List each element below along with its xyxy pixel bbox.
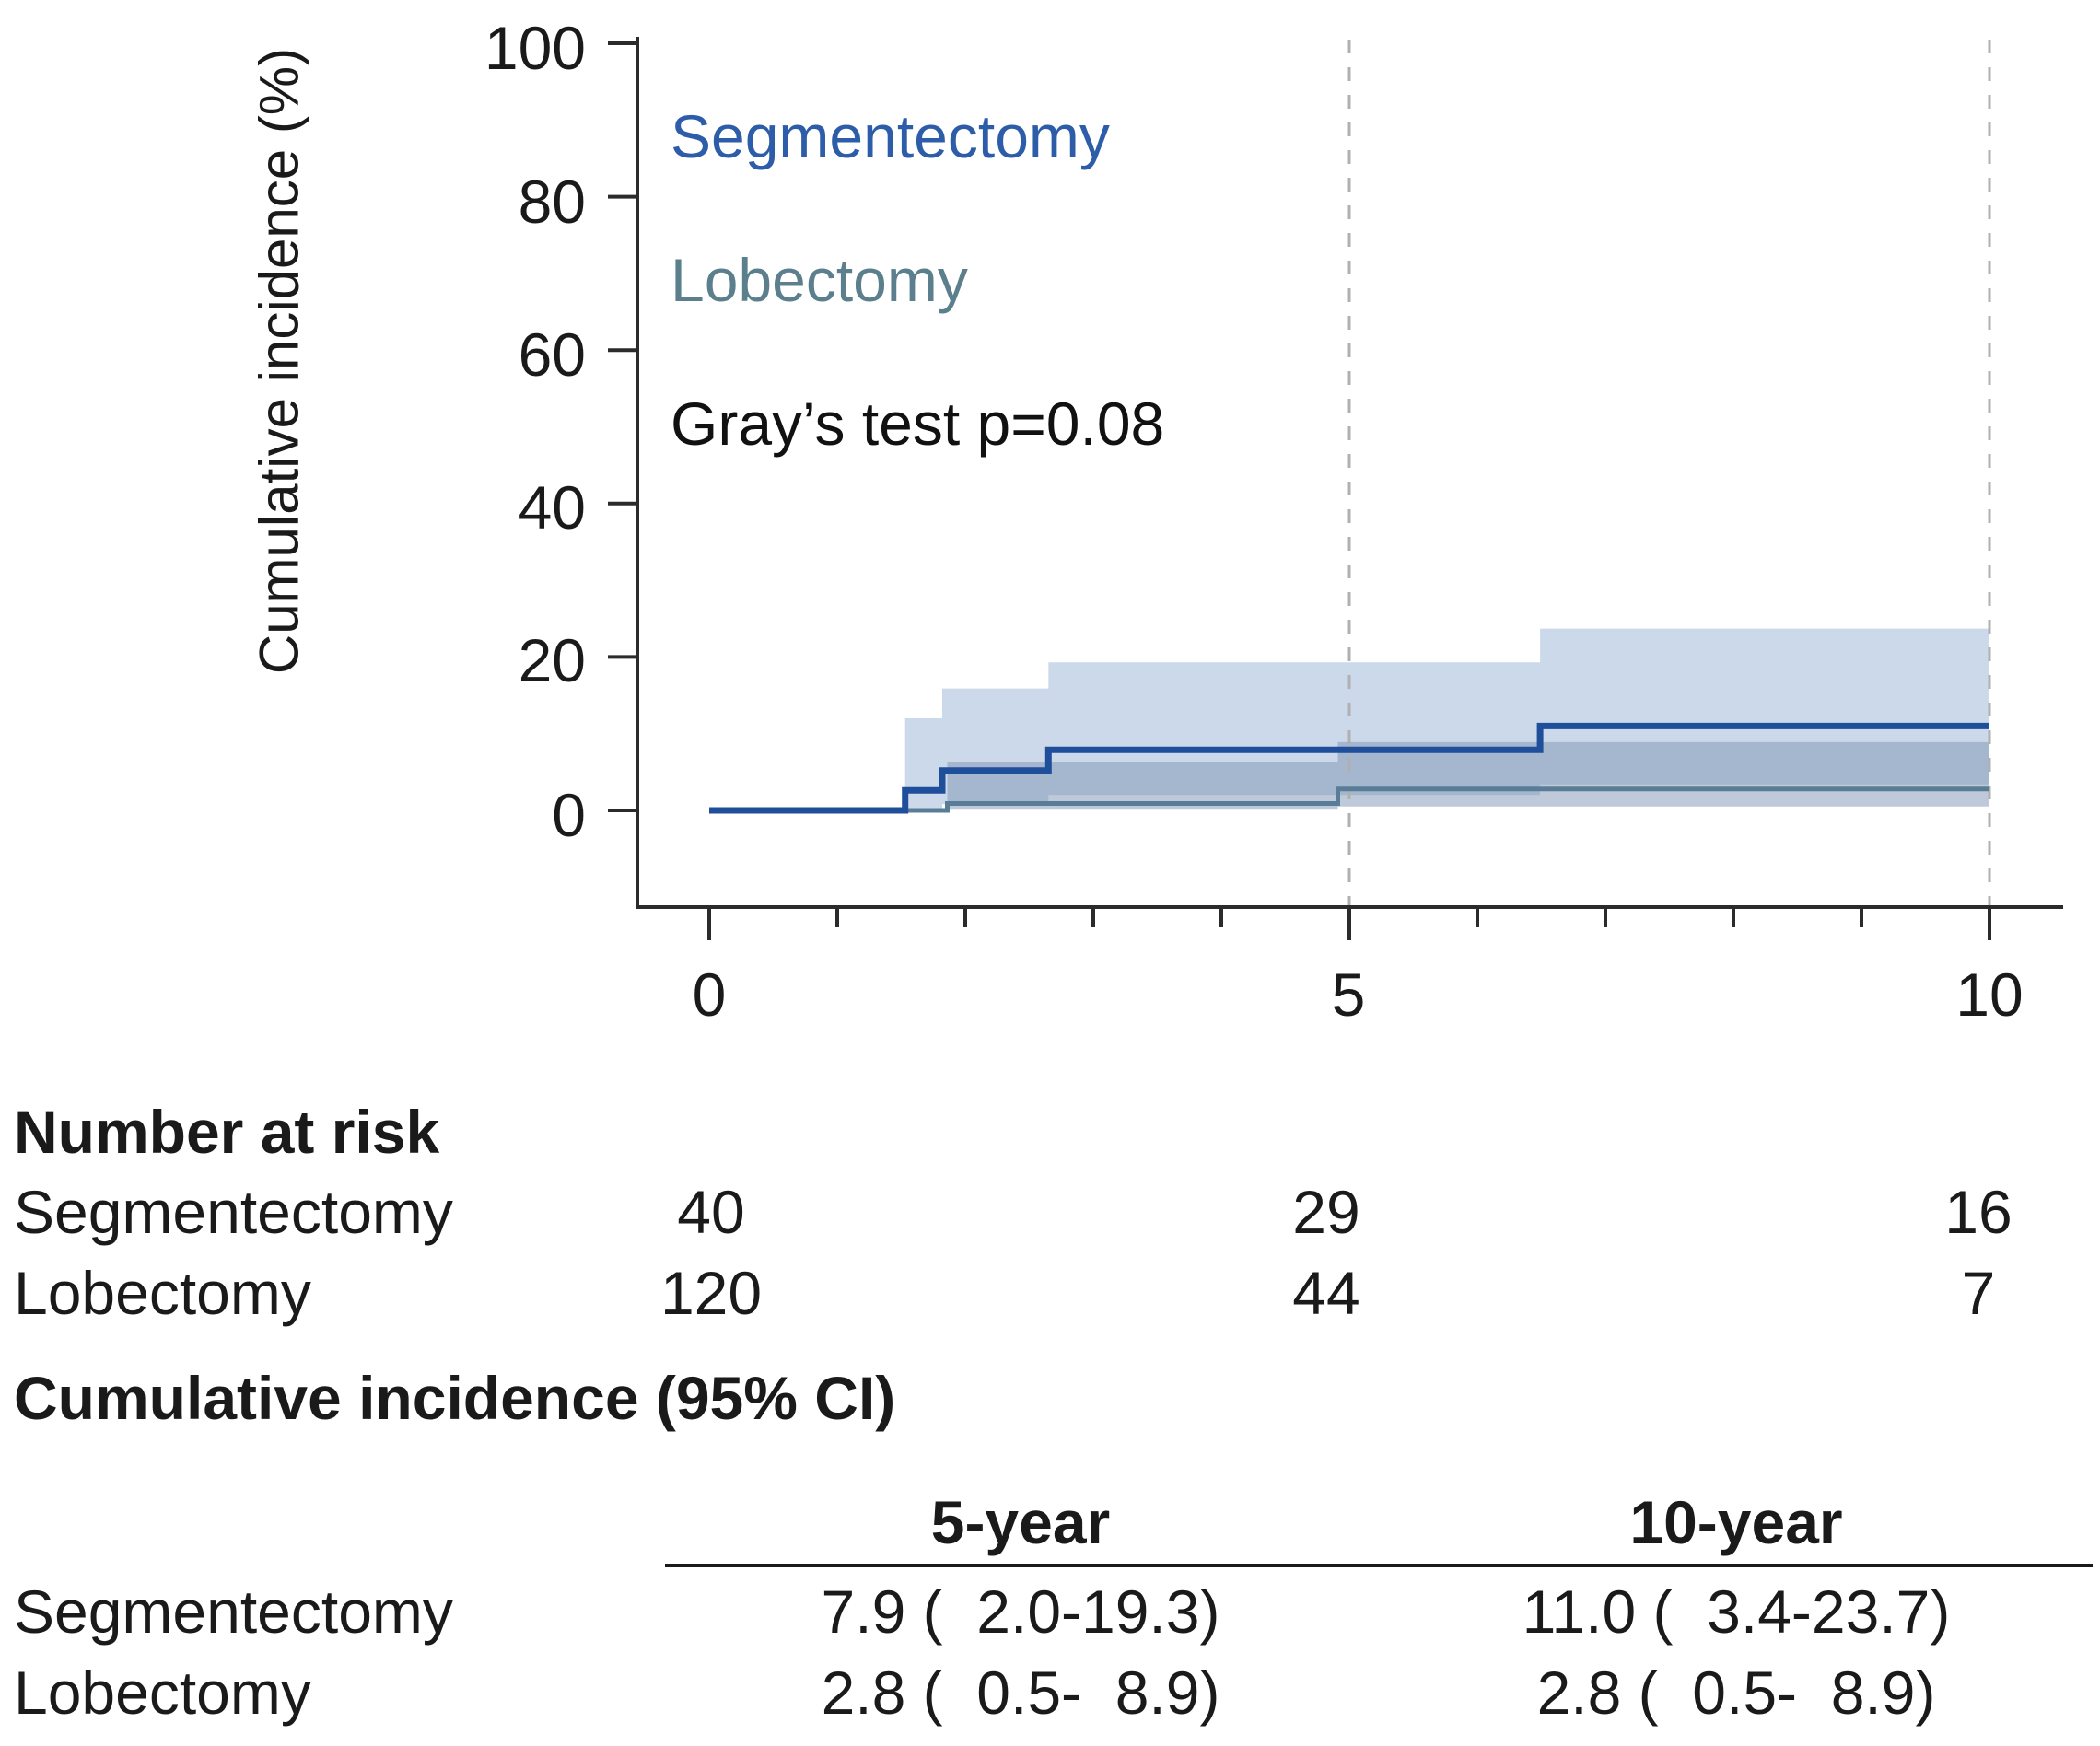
y-tick-label-0: 0 bbox=[552, 781, 586, 849]
risk-seg-t10: 16 bbox=[1944, 1178, 2012, 1246]
x-tick-label-0: 0 bbox=[692, 960, 727, 1029]
risk-seg-t0: 40 bbox=[677, 1178, 745, 1246]
ci-row-lobectomy-label: Lobectomy bbox=[14, 1659, 311, 1727]
table-header-rule bbox=[665, 1564, 2093, 1567]
risk-row-segmentectomy-label: Segmentectomy bbox=[14, 1178, 453, 1246]
risk-row-lobectomy-label: Lobectomy bbox=[14, 1259, 311, 1327]
ci-seg-10year: 11.0 ( 3.4-23.7) bbox=[1522, 1577, 1951, 1646]
ci-lob-5year: 2.8 ( 0.5- 8.9) bbox=[821, 1659, 1220, 1727]
y-axis-title: Cumulative incidence (%) bbox=[248, 47, 310, 675]
grays-test-pvalue-label: Gray’s test p=0.08 bbox=[671, 390, 1165, 458]
risk-lob-t10: 7 bbox=[1961, 1259, 1996, 1327]
y-tick-label-20: 20 bbox=[518, 626, 586, 694]
x-tick-label-10: 10 bbox=[1955, 960, 2024, 1029]
ci-col-header-10year: 10-year bbox=[1629, 1488, 1843, 1556]
risk-seg-t5: 29 bbox=[1292, 1178, 1360, 1246]
y-tick-label-40: 40 bbox=[518, 473, 586, 541]
risk-lob-t0: 120 bbox=[659, 1259, 763, 1327]
y-tick-label-80: 80 bbox=[518, 168, 586, 236]
ci-col-header-5year: 5-year bbox=[930, 1488, 1111, 1556]
segmentectomy-curve bbox=[709, 722, 1989, 814]
legend-segmentectomy-label: Segmentectomy bbox=[671, 102, 1110, 170]
legend-lobectomy-label: Lobectomy bbox=[671, 246, 968, 314]
x-tick-label-5: 5 bbox=[1331, 960, 1366, 1029]
y-tick-label-100: 100 bbox=[484, 14, 586, 82]
ci-lob-10year: 2.8 ( 0.5- 8.9) bbox=[1536, 1659, 1936, 1727]
cumulative-incidence-plot bbox=[608, 37, 2063, 940]
ci-row-segmentectomy-label: Segmentectomy bbox=[14, 1577, 453, 1646]
risk-lob-t5: 44 bbox=[1292, 1259, 1360, 1327]
ci-seg-5year: 7.9 ( 2.0-19.3) bbox=[821, 1577, 1220, 1646]
ci-table-title: Cumulative incidence (95% CI) bbox=[14, 1364, 896, 1432]
y-tick-label-60: 60 bbox=[518, 320, 586, 389]
number-at-risk-title: Number at risk bbox=[14, 1098, 440, 1166]
lobectomy-ci-band bbox=[947, 741, 1989, 810]
